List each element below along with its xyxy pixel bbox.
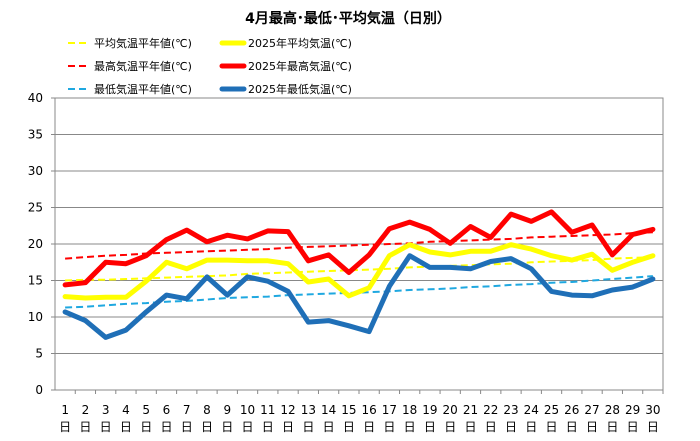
x-day-suffix: 日 bbox=[201, 420, 213, 434]
series-line-0 bbox=[65, 256, 653, 282]
x-day-suffix: 日 bbox=[242, 420, 254, 434]
x-day-suffix: 日 bbox=[444, 420, 456, 434]
x-day-suffix: 日 bbox=[181, 420, 193, 434]
x-day-suffix: 日 bbox=[525, 420, 537, 434]
x-day-suffix: 日 bbox=[343, 420, 355, 434]
x-day-suffix: 日 bbox=[282, 420, 294, 434]
x-day-suffix: 日 bbox=[221, 420, 233, 434]
x-tick-label: 17 bbox=[382, 403, 397, 417]
series-line-4 bbox=[65, 275, 653, 309]
y-axis: 0 5 10 15 20 25 30 35 40 bbox=[28, 91, 55, 397]
x-tick-label: 28 bbox=[605, 403, 620, 417]
series-layer bbox=[62, 209, 656, 340]
x-tick-label: 14 bbox=[321, 403, 336, 417]
x-tick-label: 9 bbox=[223, 403, 231, 417]
x-tick-label: 5 bbox=[142, 403, 150, 417]
x-tick-label: 1 bbox=[61, 403, 69, 417]
x-tick-label: 19 bbox=[422, 403, 437, 417]
legend-label: 最低気温平年値(℃) bbox=[94, 82, 192, 96]
x-day-suffix: 日 bbox=[79, 420, 91, 434]
legend-label: 2025年最低気温(℃) bbox=[248, 82, 352, 96]
x-day-suffix: 日 bbox=[627, 420, 639, 434]
y-tick-label: 40 bbox=[28, 91, 43, 105]
y-tick-label: 35 bbox=[28, 128, 43, 142]
y-tick-label: 30 bbox=[28, 164, 43, 178]
x-day-suffix: 日 bbox=[140, 420, 152, 434]
x-tick-label: 22 bbox=[483, 403, 498, 417]
legend: 平均気温平年値(℃) 2025年平均気温(℃) 最高気温平年値(℃) 2025年最高気… bbox=[68, 36, 352, 96]
x-day-suffix: 日 bbox=[404, 420, 416, 434]
x-tick-label: 2 bbox=[82, 403, 90, 417]
x-day-suffix: 日 bbox=[647, 420, 659, 434]
chart-title: 4月最高･最低･平均気温（日別） bbox=[245, 10, 451, 27]
y-tick-label: 0 bbox=[35, 383, 43, 397]
series-line-3 bbox=[62, 209, 656, 288]
legend-label: 平均気温平年値(℃) bbox=[94, 36, 192, 50]
x-day-suffix: 日 bbox=[262, 420, 274, 434]
x-tick-label: 26 bbox=[564, 403, 579, 417]
x-day-suffix: 日 bbox=[505, 420, 517, 434]
x-tick-label: 3 bbox=[102, 403, 110, 417]
y-tick-label: 20 bbox=[28, 237, 43, 251]
legend-label: 最高気温平年値(℃) bbox=[94, 59, 192, 73]
x-day-suffix: 日 bbox=[383, 420, 395, 434]
x-tick-label: 20 bbox=[443, 403, 458, 417]
x-tick-label: 29 bbox=[625, 403, 640, 417]
x-day-suffix: 日 bbox=[363, 420, 375, 434]
x-tick-label: 15 bbox=[341, 403, 356, 417]
x-day-suffix: 日 bbox=[323, 420, 335, 434]
x-day-suffix: 日 bbox=[120, 420, 132, 434]
x-tick-label: 12 bbox=[280, 403, 295, 417]
x-tick-label: 18 bbox=[402, 403, 417, 417]
x-tick-label: 4 bbox=[122, 403, 130, 417]
x-day-suffix: 日 bbox=[302, 420, 314, 434]
series-line-2 bbox=[65, 231, 653, 260]
x-tick-label: 27 bbox=[584, 403, 599, 417]
x-tick-label: 23 bbox=[503, 403, 518, 417]
y-tick-label: 5 bbox=[35, 347, 43, 361]
x-tick-label: 25 bbox=[544, 403, 559, 417]
x-tick-label: 11 bbox=[260, 403, 275, 417]
x-tick-label: 7 bbox=[183, 403, 191, 417]
x-day-suffix: 日 bbox=[566, 420, 578, 434]
y-tick-label: 10 bbox=[28, 310, 43, 324]
x-tick-label: 21 bbox=[463, 403, 478, 417]
x-day-suffix: 日 bbox=[485, 420, 497, 434]
legend-label: 2025年平均気温(℃) bbox=[248, 36, 352, 50]
legend-label: 2025年最高気温(℃) bbox=[248, 59, 352, 73]
series-line-1 bbox=[62, 242, 656, 301]
x-tick-label: 10 bbox=[240, 403, 255, 417]
x-tick-label: 13 bbox=[301, 403, 316, 417]
y-tick-label: 25 bbox=[28, 201, 43, 215]
x-day-suffix: 日 bbox=[606, 420, 618, 434]
x-day-suffix: 日 bbox=[464, 420, 476, 434]
gridlines bbox=[55, 134, 663, 354]
x-axis: 1日2日3日4日5日6日7日8日9日10日11日12日13日14日15日16日1… bbox=[59, 390, 664, 434]
x-tick-label: 16 bbox=[361, 403, 376, 417]
x-day-suffix: 日 bbox=[424, 420, 436, 434]
x-day-suffix: 日 bbox=[546, 420, 558, 434]
y-tick-label: 15 bbox=[28, 274, 43, 288]
x-day-suffix: 日 bbox=[59, 420, 71, 434]
x-day-suffix: 日 bbox=[586, 420, 598, 434]
x-tick-label: 6 bbox=[163, 403, 171, 417]
x-day-suffix: 日 bbox=[160, 420, 172, 434]
series-line-5 bbox=[62, 253, 656, 340]
x-tick-label: 30 bbox=[645, 403, 660, 417]
x-tick-label: 24 bbox=[524, 403, 539, 417]
x-tick-label: 8 bbox=[203, 403, 211, 417]
x-day-suffix: 日 bbox=[100, 420, 112, 434]
